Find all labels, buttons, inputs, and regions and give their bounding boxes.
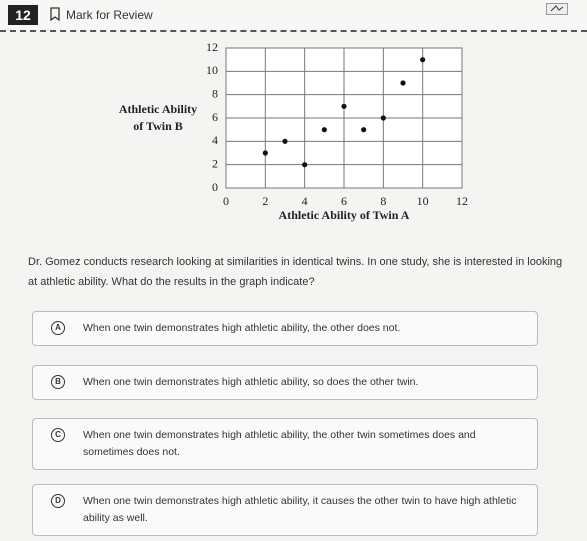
option-letter: C xyxy=(51,428,65,442)
data-point xyxy=(361,127,367,133)
tool-icon[interactable] xyxy=(546,3,568,15)
data-point xyxy=(380,115,386,121)
option-letter: D xyxy=(51,494,65,508)
x-axis-label: Athletic Ability of Twin A xyxy=(279,208,410,222)
x-tick-label: 8 xyxy=(380,194,386,208)
y-axis-label: Athletic Ability xyxy=(119,102,197,116)
x-tick-label: 4 xyxy=(302,194,308,208)
data-point xyxy=(400,80,406,86)
bookmark-icon[interactable] xyxy=(50,7,60,21)
option-text: When one twin demonstrates high athletic… xyxy=(83,322,401,334)
option-letter: A xyxy=(51,321,65,335)
question-number: 12 xyxy=(8,5,38,25)
y-tick-label: 10 xyxy=(206,63,218,77)
option-text: When one twin demonstrates high athletic… xyxy=(83,429,476,458)
answer-option[interactable]: B When one twin demonstrates high athleti… xyxy=(32,365,538,400)
x-tick-label: 6 xyxy=(341,194,347,208)
x-tick-label: 0 xyxy=(223,194,229,208)
y-tick-label: 8 xyxy=(212,86,218,100)
answer-option[interactable]: A When one twin demonstrates high athleti… xyxy=(32,311,538,346)
y-tick-label: 0 xyxy=(212,180,218,194)
chart: 0 2 4 6 8 10 12 0 2 4 6 8 10 12 Athletic Ability of Tw… xyxy=(119,40,468,222)
data-point xyxy=(321,127,327,133)
mark-for-review[interactable]: Mark for Review xyxy=(66,8,153,22)
y-tick-label: 6 xyxy=(212,110,218,124)
question-text: Dr. Gomez conducts research looking at s… xyxy=(28,256,563,288)
data-point xyxy=(302,162,308,168)
x-tick-label: 10 xyxy=(417,194,429,208)
y-tick-label: 4 xyxy=(212,133,218,147)
option-text: When one twin demonstrates high athletic… xyxy=(83,495,517,524)
header-bar: 12 Mark for Review xyxy=(0,0,587,32)
y-tick-label: 12 xyxy=(206,40,218,54)
data-point xyxy=(262,150,268,156)
data-point xyxy=(420,57,426,63)
x-tick-label: 2 xyxy=(262,194,268,208)
x-tick-label: 12 xyxy=(456,194,468,208)
option-text: When one twin demonstrates high athletic… xyxy=(83,376,419,388)
data-point xyxy=(282,138,288,144)
y-tick-label: 2 xyxy=(212,156,218,170)
data-point xyxy=(341,103,347,109)
answer-option[interactable]: C When one twin demonstrates high athleti… xyxy=(32,418,538,470)
answer-option[interactable]: D When one twin demonstrates high athleti… xyxy=(32,484,538,536)
option-letter: B xyxy=(51,375,65,389)
y-axis-label: of Twin B xyxy=(133,119,183,133)
